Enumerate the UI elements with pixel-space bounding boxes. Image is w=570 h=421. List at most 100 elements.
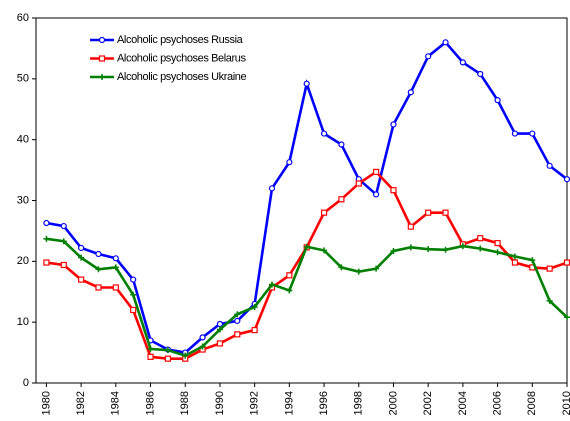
point <box>43 219 50 227</box>
series-line <box>46 40 568 354</box>
point <box>182 352 189 359</box>
point <box>407 244 414 251</box>
point <box>320 209 328 216</box>
y-tick-label: 40 <box>17 134 29 146</box>
point <box>563 176 570 183</box>
point <box>78 244 85 252</box>
x-tick-label: 2010 <box>561 391 570 415</box>
legend-marker <box>98 55 106 62</box>
point <box>78 254 85 261</box>
point <box>373 191 380 198</box>
point <box>130 276 137 283</box>
point <box>112 264 119 271</box>
point <box>511 253 518 260</box>
point <box>43 259 50 266</box>
y-tick-label: 60 <box>17 12 29 24</box>
point <box>251 303 258 310</box>
point <box>338 141 345 148</box>
point <box>390 247 397 254</box>
point <box>390 187 397 194</box>
point <box>199 334 206 341</box>
point <box>373 168 380 176</box>
y-tick-label: 10 <box>17 316 29 328</box>
point <box>234 311 241 318</box>
point <box>164 347 171 354</box>
point <box>234 331 241 338</box>
x-tick-label: 2006 <box>491 391 503 415</box>
point <box>355 268 362 275</box>
point <box>286 272 293 279</box>
point <box>234 317 241 325</box>
point <box>130 291 137 298</box>
point <box>459 243 466 250</box>
point <box>511 259 519 266</box>
point <box>529 130 536 137</box>
legend-marker <box>99 74 105 80</box>
legend-marker <box>98 36 106 44</box>
point <box>95 266 102 273</box>
point <box>390 121 397 128</box>
x-tick-label: 1998 <box>353 391 365 415</box>
point <box>338 196 345 203</box>
point <box>564 314 570 321</box>
point <box>130 306 137 314</box>
point <box>407 89 414 96</box>
point <box>286 287 293 294</box>
point <box>303 243 310 250</box>
point <box>269 281 275 288</box>
point <box>147 345 154 352</box>
point <box>494 239 501 247</box>
x-tick-label: 1984 <box>110 391 122 415</box>
point <box>60 238 67 245</box>
point <box>511 130 519 137</box>
point <box>459 59 466 66</box>
y-tick-label: 30 <box>17 194 29 206</box>
x-tick-label: 1980 <box>40 391 52 415</box>
y-tick-label: 50 <box>17 73 29 85</box>
x-tick-label: 1996 <box>318 391 330 415</box>
x-tick-label: 2004 <box>457 391 469 415</box>
point <box>494 249 501 256</box>
point <box>442 39 449 46</box>
point <box>442 246 449 253</box>
point <box>338 264 345 271</box>
point <box>477 245 484 252</box>
x-tick-label: 1992 <box>249 391 261 415</box>
x-tick-label: 1988 <box>179 391 191 415</box>
legend-label: Alcoholic psychoses Belarus <box>117 52 247 64</box>
legend-label: Alcoholic psychoses Ukraine <box>117 71 246 83</box>
point <box>320 130 328 137</box>
point <box>546 297 553 304</box>
x-tick-label: 1990 <box>214 391 226 415</box>
point <box>164 355 171 362</box>
point <box>95 284 102 291</box>
point <box>199 343 206 350</box>
point <box>216 326 223 333</box>
point <box>112 255 119 262</box>
point <box>425 53 432 60</box>
x-tick-label: 1982 <box>75 391 87 415</box>
point <box>321 247 328 254</box>
x-tick-label: 1986 <box>144 391 156 415</box>
point <box>407 223 414 230</box>
point <box>95 250 102 258</box>
point <box>494 97 501 104</box>
point <box>546 162 553 169</box>
plot-frame <box>35 17 568 384</box>
point <box>425 209 432 216</box>
point <box>147 353 154 360</box>
x-tick-label: 2008 <box>526 391 538 415</box>
series-line <box>46 170 568 360</box>
point <box>60 222 67 230</box>
point <box>477 235 484 242</box>
point <box>563 259 570 266</box>
point <box>373 265 380 272</box>
x-tick-label: 2002 <box>422 391 434 415</box>
y-tick-label: 20 <box>17 255 29 267</box>
legend-label: Alcoholic psychoses Russia <box>117 34 244 46</box>
point <box>251 326 258 334</box>
point <box>529 257 536 264</box>
point <box>60 261 67 269</box>
point <box>216 320 224 328</box>
